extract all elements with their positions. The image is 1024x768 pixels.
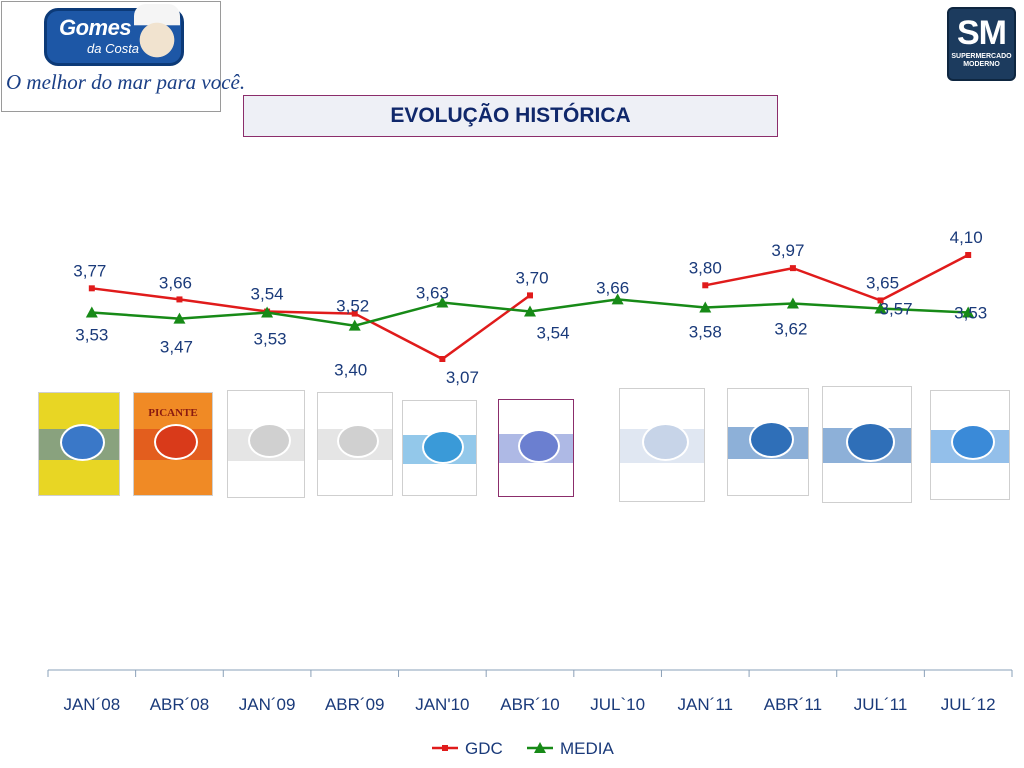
data-point-gdc — [351, 310, 358, 317]
data-label: 3,66 — [596, 278, 629, 297]
data-label: 3,53 — [254, 330, 287, 349]
x-tick-label: ABR´08 — [150, 695, 210, 714]
x-tick-label: JAN'10 — [415, 695, 469, 714]
data-point-gdc — [789, 265, 796, 272]
series-line-gdc — [705, 253, 969, 302]
data-label: 3,53 — [954, 304, 987, 323]
ad-thumb-jan09 — [227, 390, 305, 498]
data-label: 3,97 — [771, 241, 804, 260]
supermercado-moderno-logo: SM SUPERMERCADO MODERNO — [947, 7, 1016, 81]
ad-thumb-product-icon — [518, 429, 560, 463]
ad-thumb-product-icon — [749, 421, 794, 458]
data-point-media — [874, 302, 887, 314]
data-label: 3,63 — [416, 283, 449, 302]
data-point-gdc — [965, 252, 972, 258]
data-point-gdc — [702, 282, 709, 289]
data-point-media — [261, 306, 274, 318]
data-label: 3,70 — [515, 268, 548, 287]
ad-thumb-product-icon — [951, 424, 995, 460]
ad-thumb-abr08: PICANTE — [133, 392, 213, 496]
data-point-media — [699, 301, 712, 313]
ad-thumb-jan10 — [402, 400, 477, 496]
logo-sub-line2: MODERNO — [963, 61, 1000, 68]
ad-thumb-abr11 — [822, 386, 912, 503]
data-label: 3,65 — [866, 273, 899, 292]
data-point-gdc — [527, 292, 533, 299]
ad-thumb-product-icon — [422, 430, 464, 464]
data-label: 3,77 — [73, 261, 106, 280]
data-label: 3,54 — [536, 324, 569, 343]
data-point-gdc — [877, 297, 884, 304]
x-tick-label: JAN´09 — [239, 695, 296, 714]
data-label: 3,40 — [334, 361, 367, 380]
data-point-gdc — [176, 296, 183, 303]
ad-thumb-jul11 — [930, 390, 1010, 500]
ad-thumb-caption: PICANTE — [148, 407, 198, 419]
legend-marker-gdc — [442, 745, 448, 751]
ad-thumb-product-icon — [642, 423, 689, 461]
data-point-media — [348, 319, 361, 331]
ad-thumb-product-icon — [846, 422, 895, 462]
data-label: 3,57 — [880, 300, 913, 319]
data-point-media — [962, 306, 975, 318]
data-label: 3,54 — [251, 285, 284, 304]
data-point-media — [436, 296, 449, 308]
data-label: 3,53 — [75, 326, 108, 345]
chef-mascot-icon — [134, 4, 180, 64]
legend-label-gdc: GDC — [465, 739, 503, 758]
x-tick-label: JAN´08 — [63, 695, 120, 714]
x-tick-label: ABR´10 — [500, 695, 560, 714]
data-point-gdc — [88, 285, 95, 292]
data-label: 3,52 — [336, 297, 369, 316]
data-label: 3,62 — [774, 319, 807, 338]
ad-thumb-jan11 — [727, 388, 809, 496]
data-point-gdc — [439, 356, 446, 362]
data-label: 4,10 — [950, 228, 983, 247]
data-point-media — [173, 312, 186, 324]
ad-thumb-abr09 — [317, 392, 393, 496]
logo-sub-line1: SUPERMERCADO — [951, 53, 1012, 60]
x-tick-label: ABR´09 — [325, 695, 385, 714]
legend-label-media: MEDIA — [560, 739, 615, 758]
page-title: EVOLUÇÃO HISTÓRICA — [243, 95, 778, 137]
data-label: 3,07 — [446, 368, 479, 387]
gomes-da-costa-logo: Gomes da Costa O melhor do mar para você… — [1, 1, 245, 112]
brand-sub: da Costa — [87, 41, 140, 56]
x-tick-label: JUL´11 — [854, 695, 908, 714]
ad-thumb-product-icon — [60, 424, 105, 461]
data-point-media — [611, 293, 624, 305]
ad-thumb-product-icon — [337, 424, 379, 458]
brand-slogan: O melhor do mar para você. — [6, 70, 246, 94]
data-point-media — [524, 305, 536, 317]
x-tick-label: ABR´11 — [764, 695, 822, 714]
x-tick-label: JUL´12 — [941, 695, 996, 714]
data-label: 3,66 — [159, 273, 192, 292]
ad-thumb-abr10 — [498, 399, 574, 497]
brand-name: Gomes — [59, 15, 132, 40]
ad-thumb-jul10 — [619, 388, 705, 502]
data-point-media — [85, 306, 98, 318]
x-tick-label: JUL`10 — [590, 695, 645, 714]
series-line-gdc — [91, 287, 531, 361]
data-label: 3,58 — [689, 323, 722, 342]
ad-thumb-jan08 — [38, 392, 120, 496]
logo-mark: SM — [957, 14, 1007, 52]
ad-thumb-product-icon — [248, 423, 291, 458]
legend-marker-media — [534, 742, 546, 753]
data-point-media — [786, 297, 799, 309]
data-label: 3,80 — [689, 258, 722, 277]
ad-thumb-product-icon — [154, 424, 198, 460]
data-label: 3,47 — [160, 338, 193, 357]
x-tick-label: JAN´11 — [678, 695, 733, 714]
